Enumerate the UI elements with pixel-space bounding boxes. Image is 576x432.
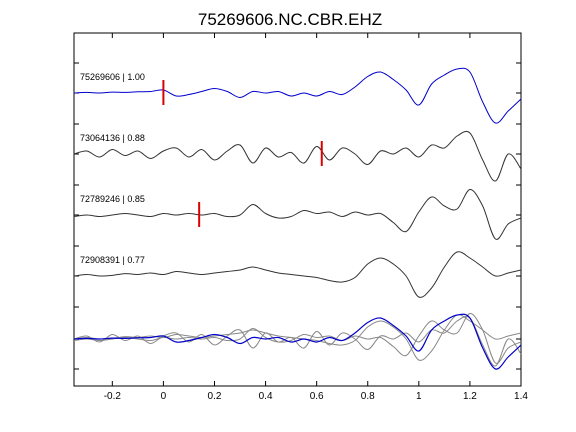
- traces: 75269606 | 1.00 73064136 | 0.88 72789246 |…: [73, 67, 522, 298]
- trace-label: 72789246 | 0.85: [80, 194, 145, 204]
- trace-label: 75269606 | 1.00: [80, 72, 145, 82]
- overlay-trace-line: [73, 313, 522, 364]
- trace-line: [73, 67, 522, 124]
- x-tick-label: 1.4: [514, 391, 528, 402]
- overlay-reference-line: [73, 313, 522, 370]
- trace-line: [73, 130, 522, 182]
- trace-label: 72908391 | 0.77: [80, 255, 145, 265]
- x-tick-label: 0.6: [310, 391, 324, 402]
- x-tick-label: 1.2: [463, 391, 477, 402]
- overlay-trace-line: [73, 314, 522, 361]
- chart-title: 75269606.NC.CBR.EHZ: [198, 10, 382, 29]
- x-tick-label: 1: [416, 391, 422, 402]
- x-tick-label: 0.2: [208, 391, 222, 402]
- plot-frame: [73, 32, 522, 387]
- overlay-trace-line: [73, 315, 522, 367]
- overlay-stack: [73, 313, 522, 370]
- y-ticks: [74, 62, 521, 370]
- x-tick-label: 0.4: [259, 391, 273, 402]
- x-tick-label: 0: [161, 391, 167, 402]
- x-tick-label: 0.8: [361, 391, 375, 402]
- trace-label: 73064136 | 0.88: [80, 133, 145, 143]
- trace-line: [73, 251, 522, 298]
- x-ticks: -0.2 0 0.2 0.4 0.6 0.8 1 1.2 1.4: [104, 33, 528, 402]
- trace-line: [73, 189, 522, 240]
- x-tick-label: -0.2: [104, 391, 122, 402]
